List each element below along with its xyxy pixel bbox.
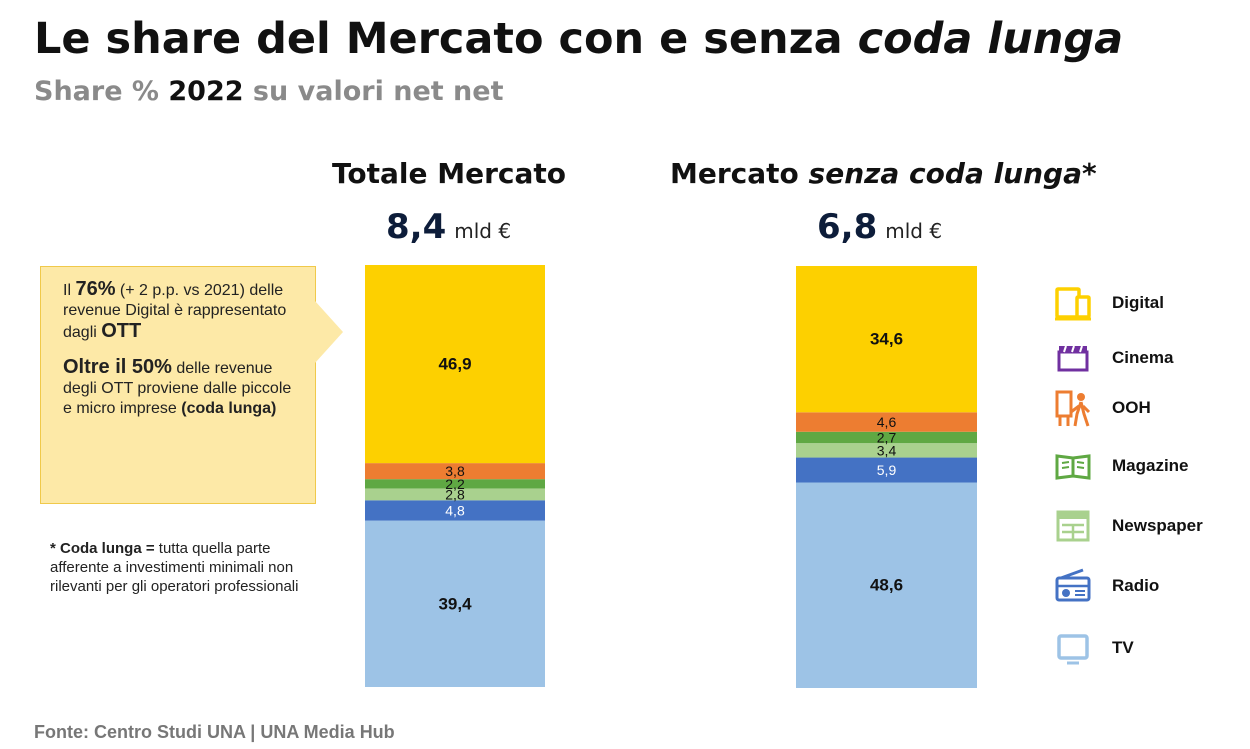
bar-segment-newspaper-1 [796,443,977,458]
data-label-tv-1: 48,6 [870,576,903,595]
subtitle-pre: Share % [34,76,169,107]
callout-p2-b: delle revenue degli OTT proviene dalle p… [63,360,292,417]
callout-p2-c: (coda lunga) [181,400,277,417]
legend-label: OOH [1112,398,1151,417]
data-label-magazine-1: 2,7 [877,429,897,445]
bar-segment-digital-1 [796,266,977,413]
data-label-radio-0: 4,8 [445,502,465,518]
bar-segment-tv-1 [796,482,977,688]
bar-segment-tv-0 [365,520,545,687]
legend-label: Magazine [1112,456,1189,475]
legend-label: Newspaper [1112,516,1203,535]
data-label-newspaper-0: 2,8 [445,486,465,502]
bar-segment-magazine-0 [365,479,545,489]
chart-title-senza: Mercato senza coda lunga* [670,157,1097,190]
callout-p1-b: 76% [75,278,116,300]
data-label-newspaper-1: 3,4 [877,442,897,458]
subtitle-year: 2022 [168,76,244,107]
callout-paragraph-ott: Il 76% (+ 2 p.p. vs 2021) delle revenue … [63,279,301,343]
title-italic: coda lunga [857,14,1124,64]
callout-p1-a: Il [63,282,76,299]
data-label-tv-0: 39,4 [438,594,472,613]
data-label-magazine-0: 2,2 [445,476,465,492]
callout-p2-a: Oltre il 50% [63,356,172,378]
tv-icon [1057,634,1089,665]
legend-item-radio: Radio [1052,566,1159,606]
legend-label: TV [1112,638,1134,657]
bar-segment-radio-0 [365,500,545,521]
data-label-radio-1: 5,9 [877,462,897,478]
data-label-digital-1: 34,6 [870,330,903,349]
legend-item-digital: Digital [1052,283,1164,323]
total-senza-value: 6,8 [817,207,878,247]
bar-segment-magazine-1 [796,431,977,444]
newspaper-icon [1056,510,1090,542]
chart-title-totale-text: Totale Mercato [332,157,567,190]
callout-p1-c: (+ 2 p.p. vs 2021) delle revenue Digital… [63,282,287,341]
title-main: Le share del Mercato con e senza [34,14,858,64]
tablet-phone-icon [1055,287,1091,321]
footnote-text: tutta quella parte afferente a investime… [50,540,299,595]
total-totale-value: 8,4 [386,207,447,247]
radio-icon [1055,568,1091,602]
bar-segment-radio-1 [796,457,977,483]
callout-box: Il 76% (+ 2 p.p. vs 2021) delle revenue … [40,266,316,504]
bar-segment-ooh-0 [365,463,545,480]
legend-item-cinema: Cinema [1052,338,1173,378]
data-label-ooh-0: 3,8 [445,463,465,479]
total-senza-unit: mld € [885,219,943,243]
bar-segment-newspaper-0 [365,488,545,501]
total-totale: 8,4 mld € [386,207,511,247]
footnote-label: * Coda lunga = [50,540,155,557]
chart-title-totale: Totale Mercato [332,157,566,190]
legend-label: Digital [1112,293,1164,312]
data-label-digital-0: 46,9 [438,355,471,374]
legend-item-ooh: OOH [1052,388,1151,428]
legend-item-magazine: Magazine [1052,446,1189,486]
source-note: Fonte: Centro Studi UNA | UNA Media Hub [34,722,395,742]
billboard-person-icon [1055,390,1091,427]
legend-item-newspaper: Newspaper [1052,506,1203,546]
data-label-ooh-1: 4,6 [877,414,897,430]
legend-item-tv: TV [1052,628,1134,668]
footnote: * Coda lunga = tutta quella parte affere… [50,539,300,596]
legend-label: Cinema [1112,348,1174,367]
page-subtitle: Share % 2022 su valori net net [34,76,504,107]
open-book-icon [1055,454,1091,480]
stacked-bar-charts: 39,4 4,82,82,23,8 46,9 48,6 5,9 3,42,74,6 34,6 [365,265,977,688]
page-title: Le share del Mercato con e senza coda lu… [34,14,1123,64]
callout-paragraph-coda: Oltre il 50% delle revenue degli OTT pro… [63,357,301,419]
callout-p1-d: OTT [101,320,142,342]
chart-title-senza-main: Mercato [670,157,809,190]
clapperboard-icon [1057,345,1089,372]
bar-segment-digital-0 [365,265,545,464]
total-senza: 6,8 mld € [817,207,942,247]
subtitle-post: su valori net net [243,76,504,107]
total-totale-unit: mld € [454,219,512,243]
legend-label: Radio [1112,576,1160,595]
chart-title-senza-italic: senza coda lunga* [808,157,1097,190]
bar-segment-ooh-1 [796,412,977,432]
callout-arrow [315,301,343,363]
